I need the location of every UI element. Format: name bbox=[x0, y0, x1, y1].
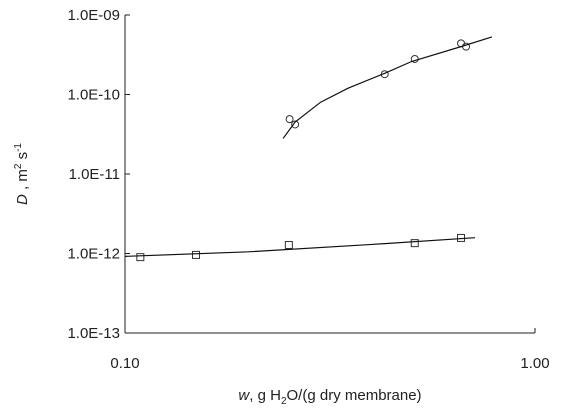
point bbox=[285, 115, 294, 124]
y-label-symbol: D bbox=[14, 194, 31, 205]
y-tick-label: 1.0E-09 bbox=[67, 7, 120, 24]
y-label-sup: 2 bbox=[13, 163, 24, 169]
x-axis-label: w, g H2O/(g dry membrane) bbox=[238, 387, 421, 407]
y-label-text: , m bbox=[14, 169, 31, 194]
point bbox=[291, 120, 300, 129]
y-tick-label: 1.0E-11 bbox=[69, 166, 120, 183]
point bbox=[284, 240, 293, 249]
fit-line bbox=[124, 237, 476, 257]
y-label-text: s bbox=[14, 152, 31, 164]
fit-line bbox=[282, 36, 493, 139]
point bbox=[136, 253, 145, 262]
y-label-sup: -1 bbox=[13, 143, 24, 152]
y-tick-label: 1.0E-12 bbox=[67, 246, 120, 263]
point bbox=[410, 239, 419, 248]
x-label-sub: 2 bbox=[281, 396, 287, 407]
x-label-text: , g H bbox=[249, 387, 281, 404]
y-tick-label: 1.0E-10 bbox=[67, 87, 120, 104]
x-tick-label: 1.00 bbox=[520, 355, 549, 372]
y-tick-label: 1.0E-13 bbox=[67, 325, 120, 342]
x-label-text: O/(g dry membrane) bbox=[287, 387, 422, 404]
y-axis-label: D , m2 s-1 bbox=[13, 143, 31, 205]
point bbox=[192, 250, 201, 259]
x-label-symbol: w bbox=[238, 387, 250, 404]
x-tick-label: 0.10 bbox=[110, 355, 139, 372]
